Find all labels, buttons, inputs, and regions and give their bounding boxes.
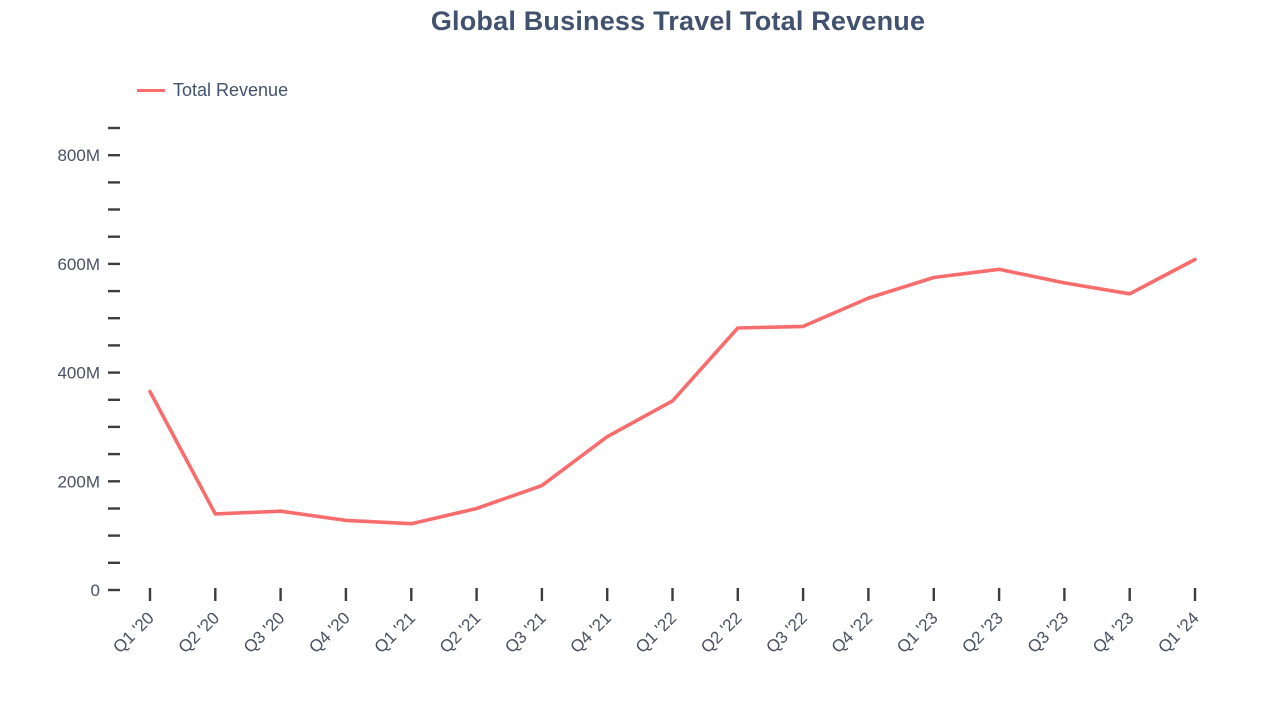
- x-axis-tick-label: Q3 '22: [762, 608, 810, 656]
- x-axis-tick-label: Q2 '20: [175, 608, 223, 656]
- x-axis-tick-label: Q1 '21: [371, 608, 419, 656]
- x-axis-tick-label: Q4 '21: [567, 608, 615, 656]
- x-axis-tick-label: Q1 '22: [632, 608, 680, 656]
- x-axis-tick-label: Q2 '23: [958, 608, 1006, 656]
- total-revenue-line: [148, 257, 1197, 526]
- y-axis-tick-label: 600M: [57, 255, 100, 274]
- y-axis-tick-label: 800M: [57, 146, 100, 165]
- y-axis-tick-label: 0: [91, 581, 100, 600]
- chart-title: Global Business Travel Total Revenue: [430, 6, 926, 36]
- x-axis-tick-label: Q1 '23: [893, 608, 941, 656]
- x-axis-tick-label: Q2 '22: [697, 608, 745, 656]
- x-axis-tick-label: Q3 '23: [1024, 608, 1072, 656]
- x-axis-tick-label: Q2 '21: [436, 608, 484, 656]
- legend-line-swatch: [137, 89, 165, 92]
- y-axis-tick-label: 200M: [57, 472, 100, 491]
- legend[interactable]: Total Revenue: [137, 80, 288, 101]
- x-axis-tick-label: Q4 '22: [828, 608, 876, 656]
- x-axis-tick-label: Q1 '20: [109, 608, 157, 656]
- x-axis-tick-label: Q1 '24: [1154, 608, 1202, 656]
- legend-label: Total Revenue: [173, 80, 289, 100]
- x-axis-tick-label: Q3 '21: [501, 608, 549, 656]
- x-axis-tick-label: Q4 '23: [1089, 608, 1137, 656]
- x-axis-tick-label: Q4 '20: [305, 608, 353, 656]
- y-axis-tick-label: 400M: [57, 364, 100, 383]
- x-axis-tick-label: Q3 '20: [240, 608, 288, 656]
